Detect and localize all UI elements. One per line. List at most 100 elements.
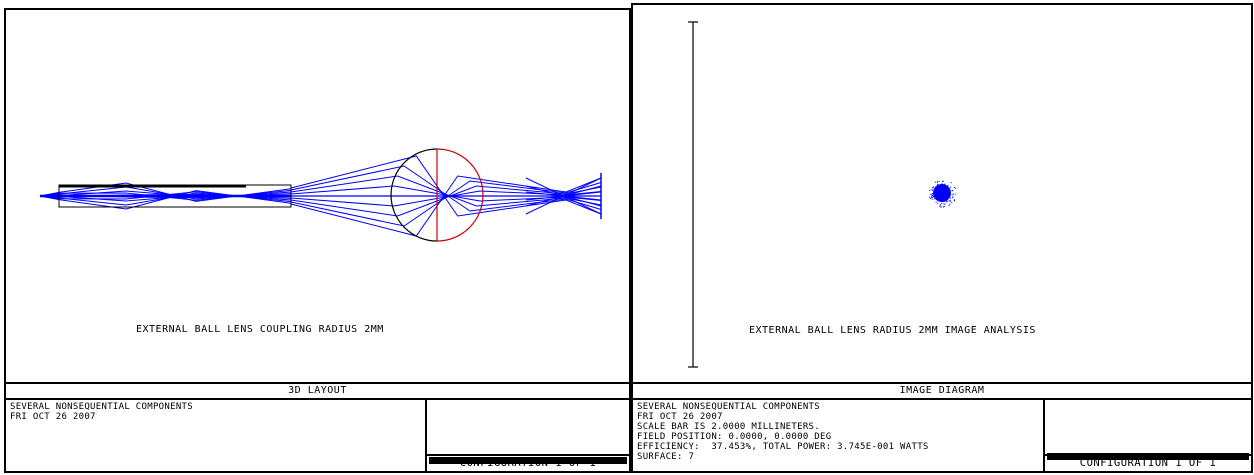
spot-ray-hit xyxy=(954,187,956,189)
info-line: FIELD POSITION: 0.0000, 0.0000 DEG xyxy=(637,432,832,442)
spot-ray-hit xyxy=(930,193,932,195)
spot-ray-hit xyxy=(939,205,941,207)
ray xyxy=(525,191,602,201)
spot-ray-hit xyxy=(949,199,951,201)
layout-info-text: SEVERAL NONSEQUENTIAL COMPONENTS FRI OCT … xyxy=(10,402,193,422)
image-diagram-info-box: SEVERAL NONSEQUENTIAL COMPONENTS FRI OCT … xyxy=(633,400,1251,471)
ray xyxy=(290,180,602,227)
spot-ray-hit xyxy=(929,196,931,198)
ray xyxy=(525,177,602,215)
spot-ray-hit xyxy=(932,194,933,196)
spot-ray-hit xyxy=(931,193,933,195)
info-line: FRI OCT 26 2007 xyxy=(10,412,96,422)
spot-ray-hit xyxy=(943,206,944,208)
ray xyxy=(290,190,602,207)
spot-ray-hit xyxy=(950,182,952,184)
layout-info-box: SEVERAL NONSEQUENTIAL COMPONENTS FRI OCT … xyxy=(6,400,629,471)
spot-ray-hit xyxy=(951,202,953,204)
spot-ray-hit xyxy=(941,180,943,182)
spot-ray-hit xyxy=(951,194,953,196)
spot-ray-hit xyxy=(931,198,933,200)
spot-ray-hit xyxy=(951,190,953,192)
spot-ray-hit xyxy=(937,202,939,204)
spot-ray-hit xyxy=(953,187,955,189)
spot-ray-hit xyxy=(940,205,942,207)
image-diagram-info-text: SEVERAL NONSEQUENTIAL COMPONENTS FRI OCT … xyxy=(637,402,929,462)
spot-ray-hit xyxy=(936,181,938,183)
info-line: FRI OCT 26 2007 xyxy=(637,412,723,422)
spot-ray-hit xyxy=(931,196,933,198)
spot-ray-hit xyxy=(934,198,936,200)
ray xyxy=(525,185,602,207)
spot-ray-hit xyxy=(931,197,933,199)
spot-ray-hit xyxy=(954,199,955,201)
spot-ray-hit xyxy=(941,183,943,185)
image-diagram-caption: EXTERNAL BALL LENS RADIUS 2MM IMAGE ANAL… xyxy=(749,325,1036,336)
image-spot xyxy=(929,180,956,208)
spot-ray-hit xyxy=(940,206,942,208)
spot-ray-hit xyxy=(932,196,934,198)
spot-ray-hit xyxy=(951,197,953,199)
spot-ray-hit xyxy=(946,200,948,202)
ray xyxy=(290,155,602,217)
spot-ray-hit xyxy=(933,186,935,188)
spot-ray-hit xyxy=(931,188,933,190)
spot-ray-hit xyxy=(935,186,937,188)
layout-plot xyxy=(39,148,602,242)
spot-ray-hit xyxy=(931,194,932,196)
image-diagram-title: IMAGE DIAGRAM xyxy=(899,385,985,396)
layout-title-bar: 3D LAYOUT xyxy=(6,382,629,400)
ray xyxy=(290,165,602,212)
spot-ray-hit xyxy=(950,186,952,188)
spot-ray-hit xyxy=(929,197,931,199)
ray-bundle xyxy=(39,155,602,237)
spot-ray-hit xyxy=(934,181,936,183)
info-line: SEVERAL NONSEQUENTIAL COMPONENTS xyxy=(637,402,820,412)
spot-ray-hit xyxy=(939,204,941,206)
spot-ray-hit xyxy=(952,196,954,198)
spot-ray-hit xyxy=(944,183,946,185)
spot-ray-hit xyxy=(937,184,939,186)
spot-ray-hit xyxy=(941,203,943,205)
ray xyxy=(290,185,602,202)
spot-ray-hit xyxy=(943,206,945,207)
spot-ray-hit xyxy=(947,184,949,186)
image-diagram-config-code-strip xyxy=(1047,453,1249,460)
spot-ray-hit xyxy=(942,180,944,182)
ray xyxy=(290,185,602,217)
layout-config-box: CONFIGURATION 1 OF 1 xyxy=(425,400,629,471)
ray xyxy=(525,185,602,207)
layout-panel: EXTERNAL BALL LENS COUPLING RADIUS 2MM 3… xyxy=(4,8,631,473)
spot-ray-hit xyxy=(933,189,935,191)
layout-caption: EXTERNAL BALL LENS COUPLING RADIUS 2MM xyxy=(136,324,384,335)
spot-ray-hit xyxy=(952,190,954,191)
spot-ray-hit xyxy=(933,195,934,197)
info-line: EFFICIENCY: 37.453%, TOTAL POWER: 3.745E… xyxy=(637,442,929,452)
ray xyxy=(525,177,602,215)
spot-ray-hit xyxy=(938,181,940,182)
spot-ray-hit xyxy=(929,190,931,191)
spot-ray-hit xyxy=(950,200,952,202)
spot-ray-hit xyxy=(954,193,956,195)
spot-ray-hit xyxy=(931,189,933,191)
image-diagram-plot xyxy=(688,21,956,368)
spot-ray-hit xyxy=(953,200,955,202)
info-line: SURFACE: 7 xyxy=(637,452,695,462)
image-diagram-configuration-label: CONFIGURATION 1 OF 1 xyxy=(1045,454,1251,471)
spot-ray-hit xyxy=(935,201,937,203)
spot-ray-hit xyxy=(936,185,938,187)
layout-configuration-label: CONFIGURATION 1 OF 1 xyxy=(427,454,629,471)
ball-lens-front-surface xyxy=(390,148,438,242)
layout-config-code-strip xyxy=(429,457,627,464)
spot-ray-hit xyxy=(948,200,950,202)
ball-lens-back-surface xyxy=(436,148,484,242)
ray xyxy=(290,175,602,207)
image-diagram-panel: EXTERNAL BALL LENS RADIUS 2MM IMAGE ANAL… xyxy=(631,3,1253,473)
spot-ray-hit xyxy=(932,193,934,195)
spot-ray-hit xyxy=(952,193,954,195)
scale-bar xyxy=(688,21,698,368)
ray xyxy=(290,175,602,237)
spot-ray-hit xyxy=(948,205,950,207)
spot-ray-hit xyxy=(932,187,934,189)
spot-ray-hit xyxy=(937,183,939,185)
